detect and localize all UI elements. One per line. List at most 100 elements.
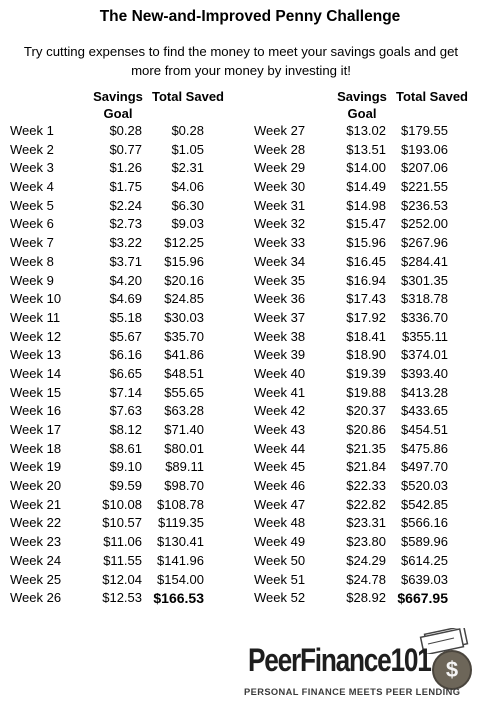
table-row: Week 9 $4.20 $20.16 [10, 272, 240, 291]
total-saved-value: $89.11 [165, 459, 204, 475]
table-row: Week 37 $17.92 $336.70 [254, 309, 484, 328]
savings-goal-value: $7.63 [109, 403, 142, 419]
savings-goal-value: $21.35 [346, 440, 386, 456]
week-label: Week 25 [10, 571, 62, 587]
savings-goal-value: $22.82 [346, 496, 386, 512]
week-label: Week 43 [254, 422, 306, 437]
savings-goal-value: $8.61 [109, 440, 142, 456]
week-label: Week 28 [254, 141, 306, 157]
week-label: Week 16 [10, 403, 62, 419]
week-label: Week 45 [254, 459, 306, 475]
savings-goal-value: $17.92 [346, 309, 386, 325]
week-label: Week 11 [10, 309, 61, 325]
total-saved-value: $475.86 [401, 440, 448, 456]
week-label: Week 30 [254, 179, 306, 195]
week-label: Week 14 [10, 365, 62, 381]
week-label: Week 13 [10, 347, 62, 363]
total-saved-value: $1.05 [171, 141, 204, 157]
week-label: Week 29 [254, 160, 306, 176]
table-row: Week 41 $19.88 $413.28 [254, 384, 484, 403]
week-label: Week 47 [254, 496, 306, 512]
table-row: Week 51 $24.78 $639.03 [254, 571, 484, 590]
total-saved-value: $193.06 [401, 141, 448, 157]
savings-goal-value: $16.94 [346, 272, 386, 288]
table-row: Week 50 $24.29 $614.25 [254, 552, 484, 571]
week-label: Week 4 [10, 179, 54, 195]
logo-tagline: PERSONAL FINANCE MEETS PEER LENDING [244, 687, 461, 698]
table-row: Week 13 $6.16 $41.86 [10, 346, 240, 365]
total-saved-value: $55.65 [164, 384, 204, 400]
table-row: Week 25 $12.04 $154.00 [10, 571, 240, 590]
table-row: Week 17 $8.12 $71.40 [10, 421, 240, 440]
week-label: Week 35 [254, 272, 306, 288]
savings-goal-value: $6.16 [109, 347, 142, 363]
week-label: Week 27 [254, 123, 306, 138]
savings-goal-value: $1.75 [109, 179, 142, 195]
week-label: Week 5 [10, 197, 54, 213]
table-row: Week 6 $2.73 $9.03 [10, 215, 240, 234]
total-saved-value: $48.51 [164, 365, 204, 381]
savings-goal-value: $19.39 [346, 365, 386, 381]
week-label: Week 3 [10, 160, 54, 176]
table-header: Savings Goal Total Saved [254, 88, 484, 122]
week-label: Week 19 [10, 459, 62, 475]
total-saved-value: $20.16 [164, 272, 204, 288]
week-label: Week 22 [10, 515, 62, 531]
table-row: Week 16 $7.63 $63.28 [10, 402, 240, 421]
savings-goal-value: $22.33 [346, 478, 386, 494]
savings-goal-value: $11.55 [103, 552, 142, 568]
week-label: Week 15 [10, 384, 62, 400]
total-saved-value: $108.78 [157, 496, 204, 512]
table-row: Week 8 $3.71 $15.96 [10, 253, 240, 272]
week-label: Week 46 [254, 478, 306, 494]
table-row: Week 21 $10.08 $108.78 [10, 496, 240, 515]
savings-goal-value: $12.53 [102, 590, 142, 606]
savings-goal-value: $0.28 [109, 123, 142, 138]
header-total-saved: Total Saved [151, 89, 224, 104]
total-saved-value: $130.41 [157, 534, 204, 550]
total-saved-value: $154.00 [157, 571, 204, 587]
savings-goal-value: $4.69 [109, 291, 142, 307]
total-saved-value: $80.01 [164, 440, 204, 456]
total-saved-value: $71.40 [164, 422, 204, 437]
total-saved-value: $15.96 [164, 253, 204, 269]
table-row: Week 10 $4.69 $24.85 [10, 290, 240, 309]
savings-goal-value: $13.02 [346, 123, 386, 138]
week-label: Week 49 [254, 534, 306, 550]
total-saved-value: $2.31 [171, 160, 204, 176]
savings-goal-value: $3.22 [109, 235, 142, 251]
table-row: Week 2 $0.77 $1.05 [10, 141, 240, 160]
total-saved-value: $566.16 [401, 515, 448, 531]
logo-wordmark: PeerFinance101 [248, 642, 432, 678]
total-saved-value: $318.78 [401, 291, 448, 307]
savings-goal-value: $17.43 [346, 291, 386, 307]
savings-goal-value: $24.29 [346, 552, 386, 568]
savings-goal-value: $23.80 [346, 534, 386, 550]
week-label: Week 38 [254, 328, 306, 344]
total-saved-value: $0.28 [171, 123, 204, 138]
table-row: Week 12 $5.67 $35.70 [10, 328, 240, 347]
table-row: Week 7 $3.22 $12.25 [10, 234, 240, 253]
table-body: Week 1 $0.28 $0.28 Week 2 $0.77 $1.05 Week 3 $1… [10, 122, 240, 608]
week-label: Week 42 [254, 403, 306, 419]
table-row: Week 47 $22.82 $542.85 [254, 496, 484, 515]
savings-goal-value: $10.08 [102, 496, 142, 512]
total-saved-value: $9.03 [171, 216, 204, 232]
week-label: Week 36 [254, 291, 306, 307]
week-label: Week 7 [10, 235, 54, 251]
savings-goal-value: $3.71 [109, 253, 142, 269]
page-subtitle: Try cutting expenses to find the money t… [23, 44, 459, 78]
header-total-saved: Total Saved [395, 89, 468, 104]
total-saved-value: $12.25 [164, 235, 204, 251]
week-label: Week 12 [10, 328, 62, 344]
savings-goal-value: $28.92 [346, 590, 386, 606]
savings-goal-value: $12.04 [102, 571, 142, 587]
week-label: Week 21 [10, 496, 62, 512]
table-row: Week 36 $17.43 $318.78 [254, 290, 484, 309]
savings-goal-value: $13.51 [346, 141, 386, 157]
table-row: Week 40 $19.39 $393.40 [254, 365, 484, 384]
table-row: Week 32 $15.47 $252.00 [254, 215, 484, 234]
savings-goal-value: $20.86 [346, 422, 386, 437]
week-label: Week 48 [254, 515, 306, 531]
table-row: Week 26 $12.53 $166.53 [10, 589, 240, 608]
